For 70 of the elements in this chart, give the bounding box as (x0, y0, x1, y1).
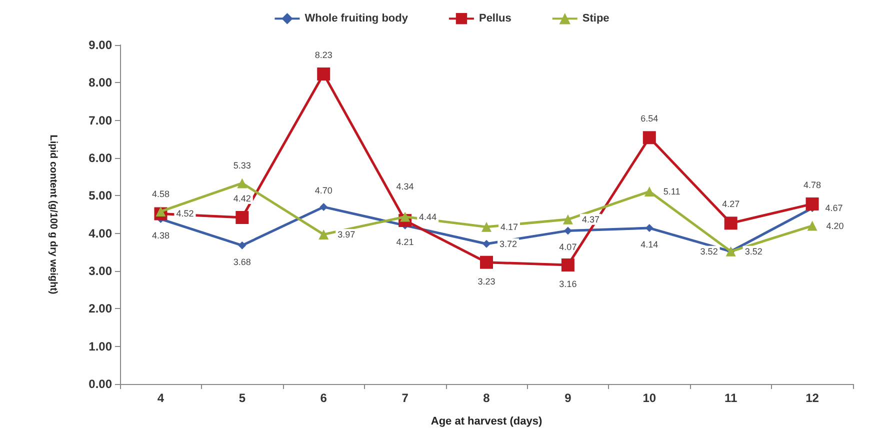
legend-label: Whole fruiting body (304, 12, 409, 25)
point (482, 222, 492, 232)
data-label: 4.07 (559, 242, 577, 252)
point (237, 178, 248, 188)
point (806, 197, 819, 210)
x-tick-label: 8 (483, 391, 490, 405)
data-label: 4.44 (419, 212, 437, 222)
point (320, 202, 328, 211)
data-label: 3.97 (338, 229, 356, 240)
point (480, 256, 493, 269)
data-label: 4.20 (826, 220, 844, 231)
y-tick-label: 8.00 (88, 76, 112, 90)
y-tick-label: 5.00 (88, 188, 112, 203)
y-tick-label: 1.00 (88, 339, 112, 354)
data-label: 4.37 (582, 214, 600, 224)
data-label: 4.14 (640, 240, 658, 250)
point (561, 258, 574, 272)
data-label: 4.38 (152, 230, 170, 241)
point (642, 131, 656, 144)
point (564, 226, 572, 235)
point (644, 186, 654, 197)
data-label: 6.54 (640, 114, 658, 124)
data-label: 4.67 (825, 203, 843, 214)
data-label: 3.23 (478, 276, 496, 286)
point (400, 212, 410, 222)
data-label: 4.58 (152, 188, 170, 199)
legend-label: Pellus (478, 12, 512, 25)
data-label: 4.21 (396, 236, 414, 247)
x-tick-label: 11 (724, 391, 738, 405)
data-label: 8.23 (314, 50, 332, 60)
data-label: 3.16 (559, 278, 577, 289)
data-label: 4.27 (722, 199, 740, 210)
y-tick-label: 3.00 (88, 264, 112, 278)
point (807, 220, 818, 231)
y-tick-label: 4.00 (88, 226, 112, 240)
data-label: 3.72 (500, 238, 518, 249)
data-label: 5.11 (663, 186, 680, 197)
y-tick-label: 0.00 (88, 377, 112, 391)
x-axis-title: Age at harvest (days) (430, 416, 542, 428)
x-tick-label: 9 (564, 391, 572, 405)
point (317, 68, 330, 81)
data-label: 3.52 (700, 246, 718, 256)
data-label: 4.52 (176, 208, 194, 219)
x-tick-label: 4 (157, 391, 164, 405)
x-tick-label: 10 (642, 391, 656, 405)
point (236, 211, 249, 224)
data-label: 5.33 (233, 160, 251, 171)
data-label: 4.70 (314, 185, 332, 196)
point (238, 241, 246, 250)
y-tick-label: 7.00 (88, 113, 112, 128)
y-axis-title: Lipid content (g/100 g dry weight) (48, 134, 58, 294)
data-label: 3.68 (233, 256, 251, 267)
data-label: 4.42 (233, 194, 251, 204)
x-tick-label: 5 (238, 391, 246, 405)
legend-label: Stipe (582, 12, 610, 25)
y-tick-label: 6.00 (88, 151, 112, 165)
data-label: 4.78 (804, 180, 822, 190)
point (482, 240, 490, 248)
y-tick-label: 2.00 (88, 302, 112, 316)
x-tick-label: 6 (320, 391, 328, 405)
data-label: 4.17 (500, 222, 518, 232)
point (562, 214, 573, 224)
point (724, 216, 738, 230)
point (318, 229, 329, 240)
point (156, 206, 166, 216)
data-label: 4.34 (396, 182, 414, 192)
x-tick-label: 12 (806, 391, 820, 405)
x-tick-label: 7 (402, 391, 409, 405)
y-tick-label: 9.00 (88, 38, 112, 52)
data-label: 3.52 (744, 246, 762, 256)
